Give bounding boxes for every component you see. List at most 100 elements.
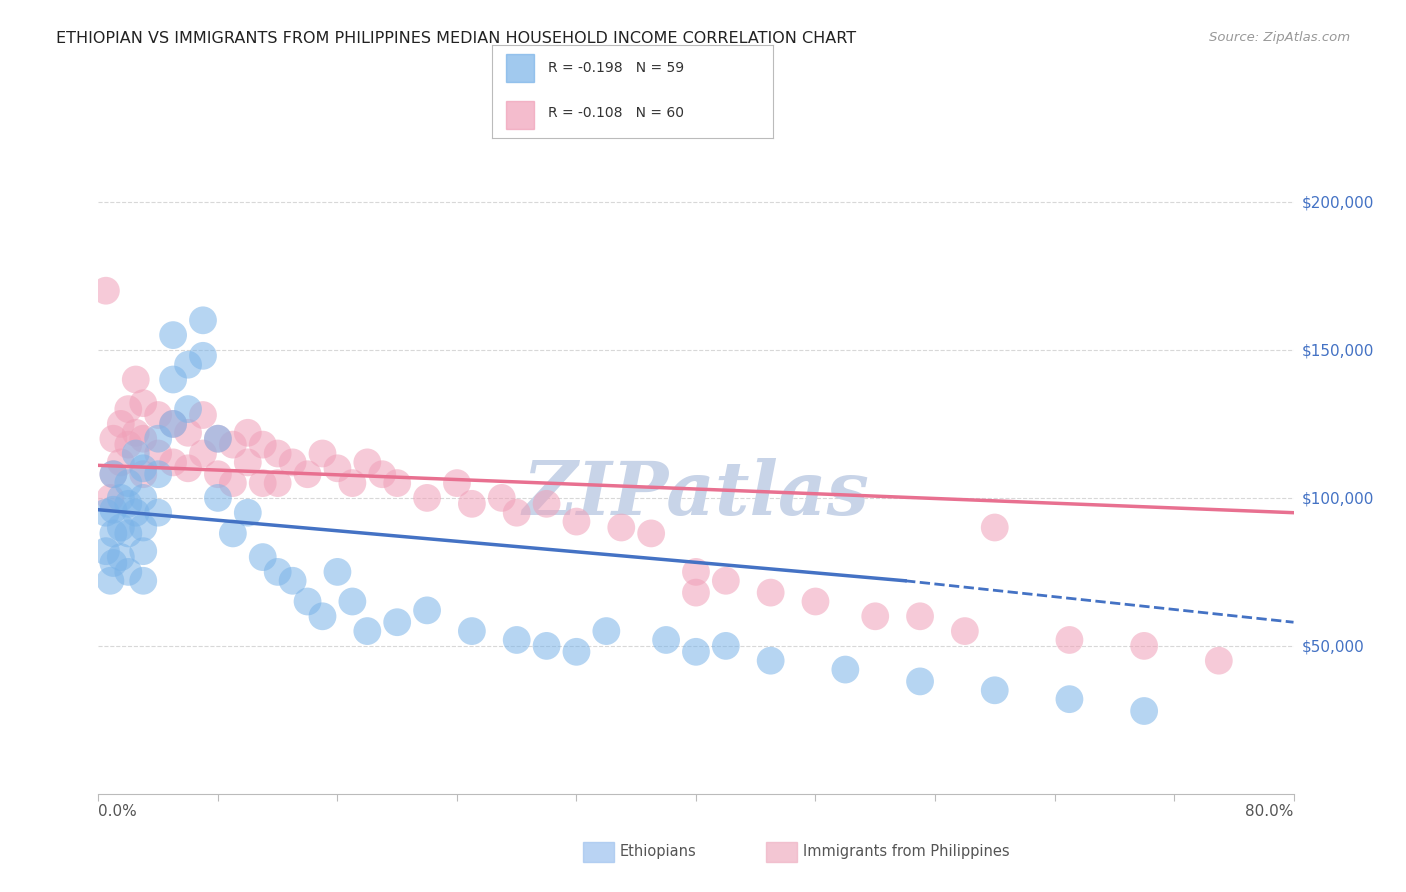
Point (491, 491, 513, 505)
Point (984, 683, 1007, 698)
Point (281, 455, 304, 469)
Point (207, 491, 229, 505)
Point (125, 425, 148, 440)
Text: 80.0%: 80.0% (1246, 805, 1294, 819)
Point (1133, 704, 1156, 718)
Point (148, 446, 170, 460)
Point (714, 574, 737, 588)
Point (177, 461, 200, 475)
Point (252, 550, 274, 565)
Point (162, 372, 184, 386)
Point (685, 645, 707, 659)
Point (207, 467, 229, 482)
Point (100, 491, 122, 505)
Point (125, 446, 148, 460)
Point (100, 574, 122, 588)
Point (565, 645, 588, 659)
Point (148, 432, 170, 446)
Text: Source: ZipAtlas.com: Source: ZipAtlas.com (1209, 31, 1350, 45)
Point (162, 328, 184, 343)
Point (162, 417, 184, 431)
Point (281, 574, 304, 588)
Point (117, 526, 139, 541)
Point (267, 565, 290, 579)
Point (117, 437, 139, 451)
Point (222, 476, 245, 491)
Point (103, 467, 125, 482)
Point (132, 396, 155, 410)
Point (117, 402, 139, 417)
Point (640, 526, 662, 541)
Point (685, 585, 707, 599)
Point (311, 446, 333, 460)
Point (536, 497, 558, 511)
Point (191, 349, 214, 363)
Point (461, 497, 484, 511)
Point (416, 491, 439, 505)
Text: ETHIOPIAN VS IMMIGRANTS FROM PHILIPPINES MEDIAN HOUSEHOLD INCOME CORRELATION CHA: ETHIOPIAN VS IMMIGRANTS FROM PHILIPPINES… (56, 31, 856, 46)
Point (536, 639, 558, 653)
Point (759, 654, 782, 668)
Point (565, 515, 588, 529)
Text: R = -0.108   N = 60: R = -0.108 N = 60 (548, 106, 685, 120)
Point (236, 425, 259, 440)
Point (252, 437, 274, 451)
Point (1059, 692, 1081, 706)
Point (207, 432, 229, 446)
Point (385, 476, 409, 491)
Point (132, 544, 155, 558)
Point (506, 632, 529, 647)
Point (110, 550, 132, 565)
Point (148, 506, 170, 520)
Point (1133, 639, 1156, 653)
Point (685, 565, 707, 579)
Text: Immigrants from Philippines: Immigrants from Philippines (803, 845, 1010, 859)
Point (342, 594, 364, 608)
Point (110, 455, 132, 469)
Point (117, 497, 139, 511)
Point (94, 506, 117, 520)
Point (125, 372, 148, 386)
Point (222, 526, 245, 541)
Point (177, 425, 200, 440)
Point (94, 284, 117, 298)
Point (236, 455, 259, 469)
Point (117, 476, 139, 491)
Point (252, 476, 274, 491)
Point (103, 526, 125, 541)
Text: R = -0.198   N = 59: R = -0.198 N = 59 (548, 61, 685, 75)
Point (132, 467, 155, 482)
Point (984, 520, 1007, 534)
Point (94, 544, 117, 558)
Point (125, 506, 148, 520)
Point (132, 574, 155, 588)
Point (132, 461, 155, 475)
Point (148, 408, 170, 422)
Point (908, 674, 931, 689)
Point (356, 624, 378, 639)
Point (446, 476, 468, 491)
Point (311, 609, 333, 624)
Point (953, 624, 976, 639)
Point (191, 408, 214, 422)
Point (1208, 654, 1230, 668)
Point (506, 506, 529, 520)
Point (595, 624, 617, 639)
Point (834, 663, 856, 677)
Point (110, 491, 132, 505)
Point (191, 313, 214, 327)
Text: 0.0%: 0.0% (98, 805, 138, 819)
Point (162, 417, 184, 431)
Point (714, 639, 737, 653)
Point (207, 432, 229, 446)
Point (103, 467, 125, 482)
Point (865, 609, 887, 624)
Point (342, 476, 364, 491)
Point (297, 467, 319, 482)
Point (371, 467, 394, 482)
Text: ZIPatlas: ZIPatlas (523, 458, 869, 531)
Point (162, 455, 184, 469)
Point (103, 432, 125, 446)
Point (326, 461, 349, 475)
Point (132, 491, 155, 505)
